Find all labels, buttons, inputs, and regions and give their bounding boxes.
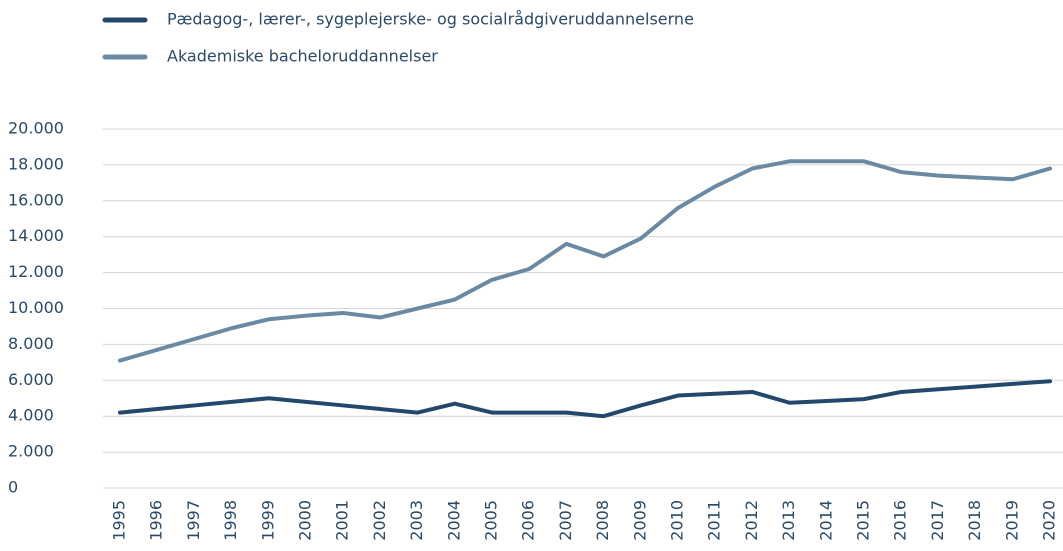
y-tick-label: 14.000: [8, 226, 64, 245]
x-tick-label: 2020: [1040, 500, 1059, 541]
x-tick-label: 1997: [184, 500, 203, 541]
y-tick-label: 0: [8, 478, 18, 497]
x-tick-label: 2015: [854, 500, 873, 541]
y-tick-label: 10.000: [8, 298, 64, 317]
x-tick-label: 2004: [444, 500, 463, 541]
x-tick-label: 2017: [928, 500, 947, 541]
x-tick-label: 2000: [296, 500, 315, 541]
x-tick-label: 2014: [816, 500, 835, 541]
y-tick-label: 16.000: [8, 190, 64, 209]
x-tick-label: 2012: [742, 500, 761, 541]
y-tick-label: 12.000: [8, 262, 64, 281]
x-tick-label: 2006: [519, 500, 538, 541]
line-series: [118, 159, 1052, 363]
y-tick-label: 2.000: [8, 442, 54, 461]
y-tick-label: 18.000: [8, 154, 64, 173]
x-tick-label: 1995: [110, 500, 129, 541]
y-tick-label: 20.000: [8, 119, 64, 138]
x-tick-label: 2010: [668, 500, 687, 541]
x-tick-label: 2011: [705, 500, 724, 541]
x-tick-label: 2013: [779, 500, 798, 541]
x-tick-label: 2002: [370, 500, 389, 541]
x-tick-label: 2018: [965, 500, 984, 541]
legend-label: Pædagog-, lærer-, sygeplejerske- og soci…: [167, 10, 694, 29]
legend-label: Akademiske bacheloruddannelser: [167, 47, 438, 66]
y-tick-label: 8.000: [8, 334, 54, 353]
x-tick-label: 1996: [147, 500, 166, 541]
x-tick-label: 1999: [258, 500, 277, 541]
x-tick-label: 2007: [556, 500, 575, 541]
y-tick-label: 6.000: [8, 370, 54, 389]
x-tick-label: 2009: [630, 500, 649, 541]
x-tick-label: 1998: [221, 500, 240, 541]
x-tick-label: 2005: [482, 500, 501, 541]
y-tick-label: 4.000: [8, 406, 54, 425]
x-tick-label: 2001: [333, 500, 352, 541]
x-tick-label: 2008: [593, 500, 612, 541]
x-tick-label: 2016: [891, 500, 910, 541]
line-series: [118, 379, 1052, 419]
x-tick-label: 2003: [407, 500, 426, 541]
x-tick-label: 2019: [1002, 500, 1021, 541]
